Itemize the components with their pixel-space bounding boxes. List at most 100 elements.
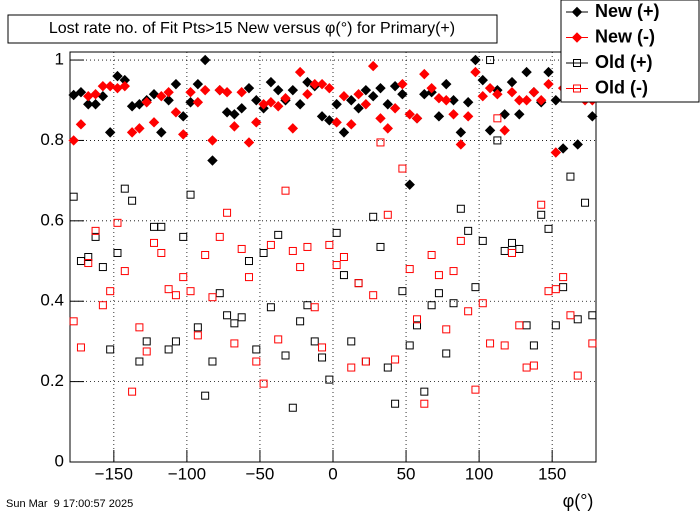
data-point [455, 127, 467, 138]
data-point [325, 375, 334, 384]
data-point [251, 95, 262, 106]
data-point [353, 103, 364, 114]
data-point [354, 279, 363, 288]
data-point [266, 303, 275, 312]
data-point [243, 137, 255, 148]
data-point [192, 97, 204, 108]
data-point [150, 238, 159, 247]
data-point [223, 208, 232, 217]
footer: Sun Mar 9 17:00:57 2025 [6, 498, 133, 510]
data-point [462, 111, 474, 122]
data-point [178, 129, 189, 140]
data-point [84, 253, 93, 261]
data-point [280, 93, 291, 104]
data-point [208, 293, 217, 302]
data-point [214, 84, 225, 96]
data-point [506, 76, 518, 88]
data-point [360, 99, 372, 110]
data-point [75, 86, 87, 98]
data-point [68, 89, 79, 101]
data-point [507, 238, 516, 247]
data-point [223, 311, 232, 320]
data-point [91, 226, 100, 235]
data-point [529, 361, 538, 370]
data-point [170, 78, 182, 90]
data-point [97, 91, 109, 102]
data-point [346, 119, 357, 130]
data-point [449, 299, 458, 308]
data-point [113, 248, 122, 257]
data-point [361, 357, 370, 366]
data-point [573, 371, 582, 380]
data-point [434, 289, 443, 298]
data-point [207, 155, 218, 166]
legend-label: Old (-) [595, 77, 648, 97]
data-point [296, 263, 305, 272]
data-point [382, 99, 393, 110]
legend-marker [571, 32, 583, 43]
data-point [229, 109, 240, 120]
data-point [354, 279, 363, 288]
data-point [236, 103, 247, 114]
data-point [405, 265, 414, 274]
data-point [274, 230, 283, 239]
data-point [528, 86, 540, 98]
data-point [265, 97, 277, 108]
data-point [237, 313, 246, 322]
data-point [126, 101, 138, 112]
data-point [106, 287, 115, 296]
data-point [164, 345, 173, 354]
x-tick-label: 0 [328, 464, 337, 483]
data-point [281, 186, 290, 195]
data-point [427, 250, 436, 259]
data-point [104, 127, 116, 138]
data-point [537, 200, 546, 209]
data-point [274, 335, 283, 344]
data-point [449, 267, 458, 276]
data-point [310, 303, 319, 312]
data-point [156, 127, 167, 138]
data-point [521, 95, 532, 106]
data-point [104, 80, 116, 92]
data-point [456, 204, 465, 213]
data-point [566, 172, 575, 181]
data-point [551, 285, 560, 294]
data-point [426, 82, 437, 94]
data-point [288, 403, 297, 412]
data-point [192, 78, 204, 90]
data-point [411, 113, 423, 124]
data-point [581, 198, 590, 207]
data-point [90, 88, 101, 100]
data-point [302, 76, 313, 88]
y-tick-label: 1 [55, 50, 64, 69]
data-point [148, 88, 160, 100]
data-point [157, 222, 166, 231]
data-point [69, 317, 78, 326]
data-point [537, 210, 546, 219]
data-point [243, 82, 255, 94]
data-point [391, 355, 400, 364]
x-tick-label: 50 [397, 464, 416, 483]
data-point [588, 311, 597, 320]
data-point [420, 399, 429, 408]
data-point [171, 291, 180, 300]
data-point [128, 387, 137, 396]
data-point [207, 135, 218, 146]
data-point [413, 321, 422, 330]
data-point [303, 242, 312, 251]
data-point [199, 54, 211, 66]
data-point [376, 138, 385, 147]
data-point [397, 88, 408, 100]
data-point [404, 179, 415, 190]
data-point [237, 244, 246, 253]
data-point [484, 125, 496, 136]
data-point [484, 82, 496, 94]
data-point [215, 289, 224, 298]
data-point [296, 317, 305, 326]
y-tick-label: 0.2 [40, 371, 64, 390]
data-point [442, 325, 451, 334]
data-point [193, 331, 202, 340]
data-point [544, 224, 553, 233]
data-point [332, 261, 341, 270]
